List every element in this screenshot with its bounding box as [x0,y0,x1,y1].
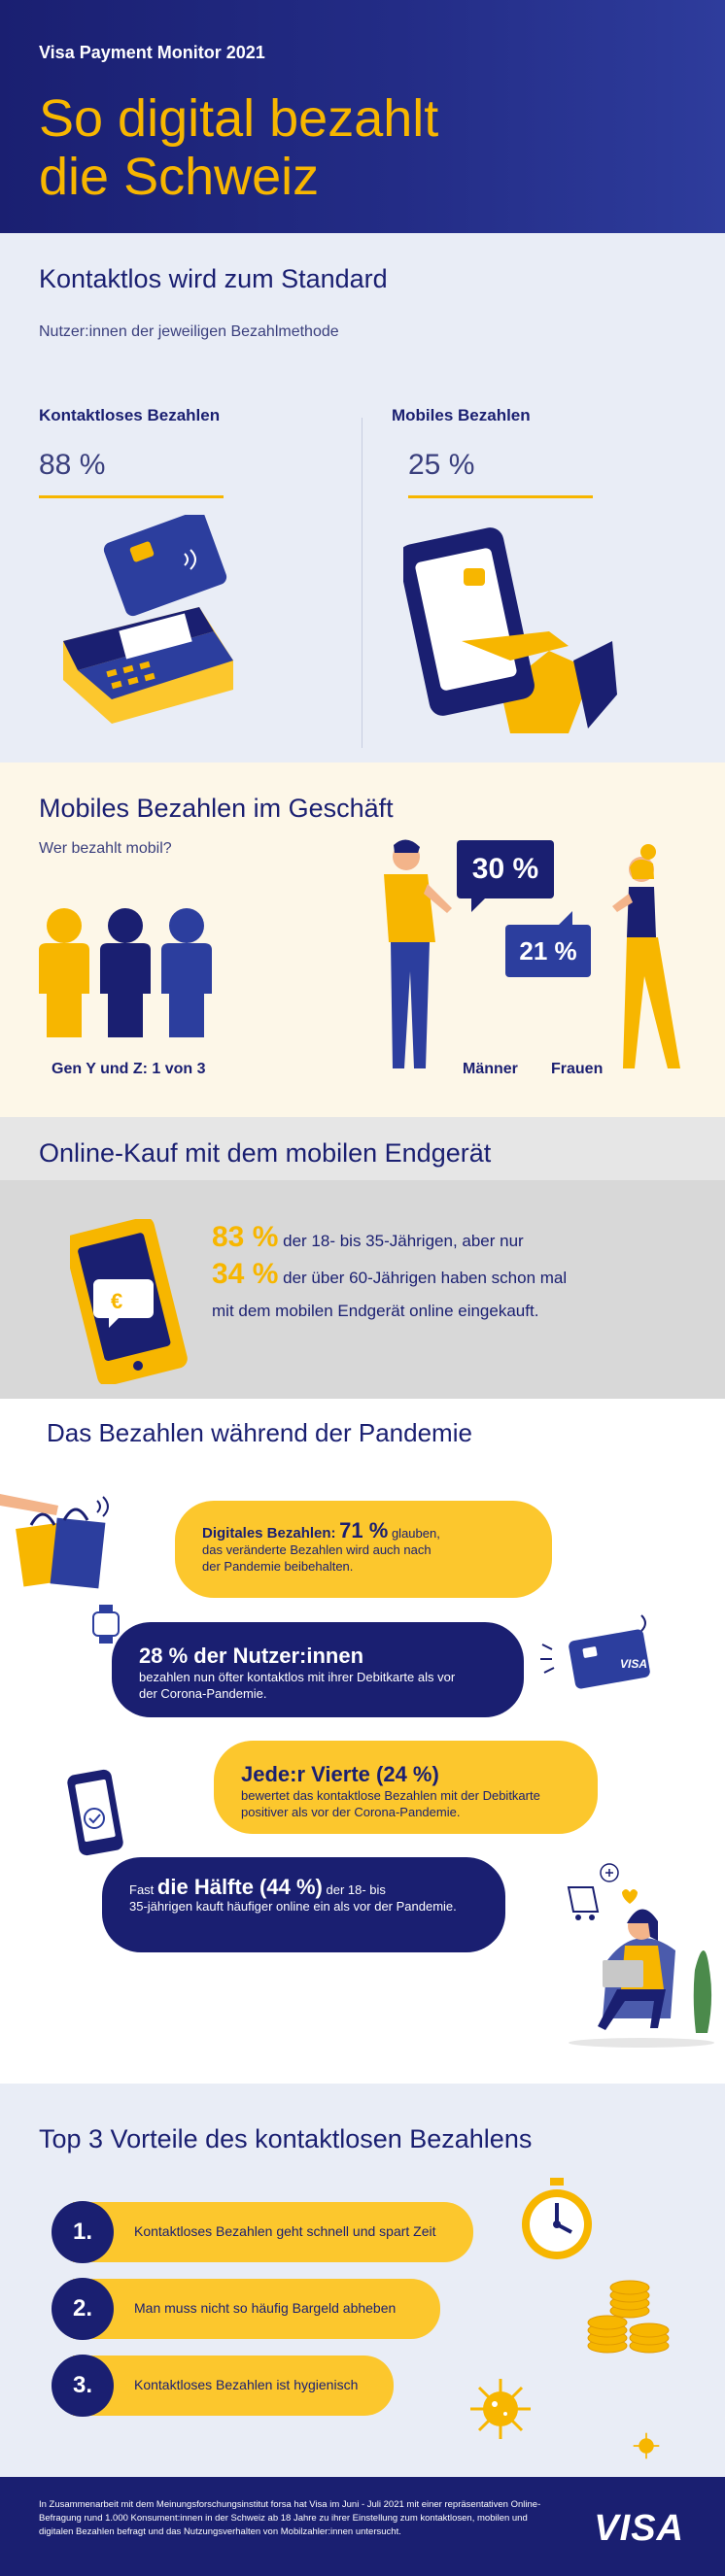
bubble-text: der Corona-Pandemie. [139,1686,267,1701]
senior-percent: 34 % [212,1258,279,1290]
card-brand: VISA [620,1657,648,1671]
advantage-bar-3 [73,2356,394,2416]
online-text-end: mit dem mobilen Endgerät online eingekau… [212,1302,539,1320]
bubble-text: das veränderte Bezahlen wird auch nach [202,1542,432,1557]
tablet-euro-icon: € [70,1219,188,1384]
bubble-one-in-four: Jede:r Vierte (24 %) bewertet das kontak… [214,1741,598,1834]
bubble-lead: Digitales Bezahlen: [202,1525,336,1542]
gen-yz-label: Gen Y und Z: 1 von 3 [52,1061,206,1077]
smartphone-check-icon [67,1769,123,1856]
mobile-store-section: Mobiles Bezahlen im Geschäft Wer bezahlt… [0,763,725,1117]
bubble-digital-payment: Digitales Bezahlen: 71 % glauben, das ve… [175,1501,552,1598]
bubble-contactless-debit: 28 % der Nutzer:innen bezahlen nun öfter… [112,1622,524,1717]
section-heading: Online-Kauf mit dem mobilen Endgerät [39,1138,492,1168]
bubble-text: der 18- bis [326,1882,386,1897]
visa-card-icon [540,1614,650,1689]
advantage-text-2: Man muss nicht so häufig Bargeld abheben [134,2300,397,2316]
mobile-value: 25 % [408,449,475,481]
section-subheading: Nutzer:innen der jeweiligen Bezahlmethod… [39,323,339,340]
senior-text: der über 60-Jährigen haben schon mal [283,1269,568,1287]
bubble-tail [559,911,572,925]
bubble-text: glauben, [391,1526,440,1541]
woman-laptop-icon [567,1863,714,2048]
contactless-value: 88 % [39,449,106,481]
men-bubble: 30 % [457,840,554,898]
section-heading: Mobiles Bezahlen im Geschäft [39,794,394,823]
bubble-lead: die Hälfte (44 %) [156,1875,323,1899]
advantage-number-3: 3. [52,2355,114,2417]
women-bubble: 21 % [505,925,591,977]
smartwatch-icon [92,1605,120,1644]
bubble-text: 35-jährigen kauft häufiger online ein al… [129,1899,457,1914]
advantages-section: Top 3 Vorteile des kontaktlosen Bezahlen… [0,2084,725,2477]
advantage-text-1: Kontaktloses Bezahlen geht schnell und s… [134,2223,436,2239]
value-underline [408,495,593,498]
section-question: Wer bezahlt mobil? [39,840,172,857]
bubble-tail [471,898,485,912]
title-line-2: die Schweiz [39,148,320,206]
coins-icon [587,2280,670,2354]
page-title: So digital bezahlt die Schweiz [39,89,438,206]
virus-icon [470,2379,531,2439]
virus-icon-small [633,2432,660,2459]
section-heading: Top 3 Vorteile des kontaktlosen Bezahlen… [39,2124,533,2153]
bubble-text: bezahlen nun öfter kontaktlos mit ihrer … [139,1670,456,1684]
man-with-phone-icon [384,839,452,1068]
bubble-text: Fast [129,1882,155,1897]
stopwatch-icon [522,2178,592,2259]
methodology-note: In Zusammenarbeit mit dem Meinungsforsch… [39,2499,541,2537]
online-stats: 83 % der 18- bis 35-Jährigen, aber nur 3… [212,1221,698,1328]
bubble-text: bewertet das kontaktlose Bezahlen mit de… [241,1788,540,1803]
mobile-label: Mobiles Bezahlen [392,406,531,424]
section-heading: Kontaktlos wird zum Standard [39,264,388,293]
footer: In Zusammenarbeit mit dem Meinungsforsch… [0,2477,725,2576]
shopping-bags-icon [0,1494,109,1589]
report-brand: Visa Payment Monitor 2021 [39,43,265,62]
three-persons-icon [39,908,212,1037]
contactless-label: Kontaktloses Bezahlen [39,406,221,424]
card-terminal-icon [63,515,233,724]
svg-text:€: € [111,1289,122,1313]
women-percent: 21 % [519,936,577,966]
bubble-text: positiver als vor der Corona-Pandemie. [241,1805,461,1819]
advantage-bar-1 [73,2202,473,2262]
men-label: Männer [463,1061,518,1077]
advantage-bar-2 [73,2279,440,2339]
value-underline [39,495,224,498]
young-percent: 83 % [212,1221,279,1253]
bubble-percent: 71 % [339,1518,389,1542]
advantage-text-3: Kontaktloses Bezahlen ist hygienisch [134,2377,359,2392]
bubble-half-online: Fast die Hälfte (44 %) der 18- bis 35-jä… [102,1857,505,1952]
section-heading: Das Bezahlen während der Pandemie [47,1418,472,1447]
woman-with-phone-icon [612,844,680,1068]
phone-in-hand-icon [403,527,617,733]
bubble-lead: Jede:r Vierte (24 %) [241,1762,439,1786]
header-banner: Visa Payment Monitor 2021 So digital bez… [0,0,725,233]
advantage-number-1: 1. [52,2201,114,2263]
young-text: der 18- bis 35-Jährigen, aber nur [283,1232,524,1250]
women-label: Frauen [551,1061,604,1077]
visa-logo: VISA [594,2508,684,2549]
bubble-text: der Pandemie beibehalten. [202,1559,354,1574]
title-line-1: So digital bezahlt [39,89,439,148]
contactless-section: Kontaktlos wird zum Standard Nutzer:inne… [0,233,725,763]
pandemic-section: Das Bezahlen während der Pandemie Digita… [0,1399,725,2084]
advantage-number-2: 2. [52,2278,114,2340]
bubble-lead: 28 % der Nutzer:innen [139,1644,364,1668]
online-purchase-section: Online-Kauf mit dem mobilen Endgerät € 8… [0,1117,725,1399]
men-percent: 30 % [471,853,539,885]
